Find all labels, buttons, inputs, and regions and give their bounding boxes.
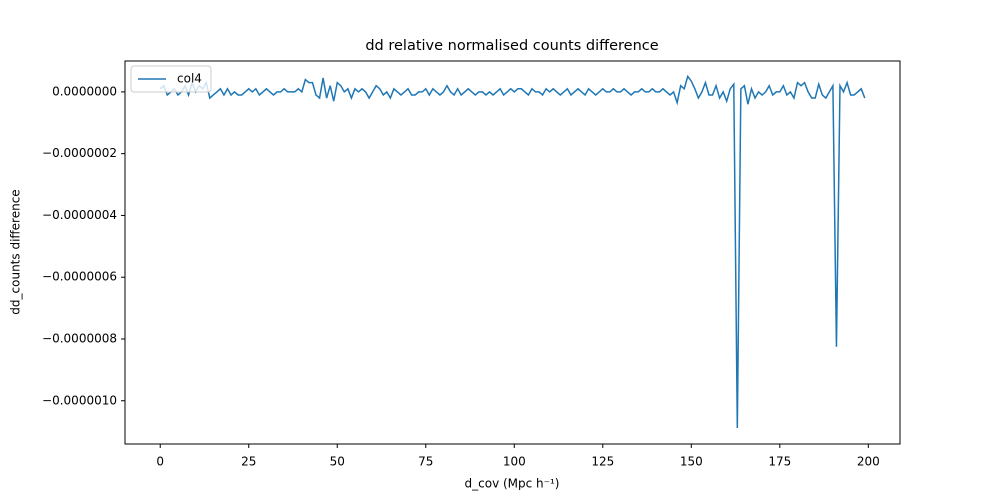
plot-frame xyxy=(124,60,901,445)
chart-title: dd relative normalised counts difference xyxy=(365,38,658,54)
x-tick-label: 50 xyxy=(330,455,345,469)
y-tick-label: −0.0000002 xyxy=(42,146,117,160)
x-tick-label: 175 xyxy=(768,455,791,469)
y-tick-label: −0.0000008 xyxy=(42,331,117,345)
x-tick-label: 25 xyxy=(241,455,256,469)
y-axis-label: dd_counts difference xyxy=(9,189,23,314)
legend-box xyxy=(130,65,212,93)
y-tick-label: −0.0000004 xyxy=(42,208,117,222)
legend-label: col4 xyxy=(177,72,202,86)
x-axis-label: d_cov (Mpc h⁻¹) xyxy=(465,477,560,491)
x-tick-label: 75 xyxy=(418,455,433,469)
x-tick-label: 200 xyxy=(857,455,880,469)
x-tick-label: 125 xyxy=(591,455,614,469)
x-tick-label: 100 xyxy=(503,455,526,469)
x-tick-label: 150 xyxy=(680,455,703,469)
y-tick-label: −0.0000010 xyxy=(42,393,117,407)
y-tick-label: 0.0000000 xyxy=(52,84,117,98)
x-tick-label: 0 xyxy=(156,455,164,469)
data-line xyxy=(159,74,866,428)
y-tick-label: −0.0000006 xyxy=(42,270,117,284)
